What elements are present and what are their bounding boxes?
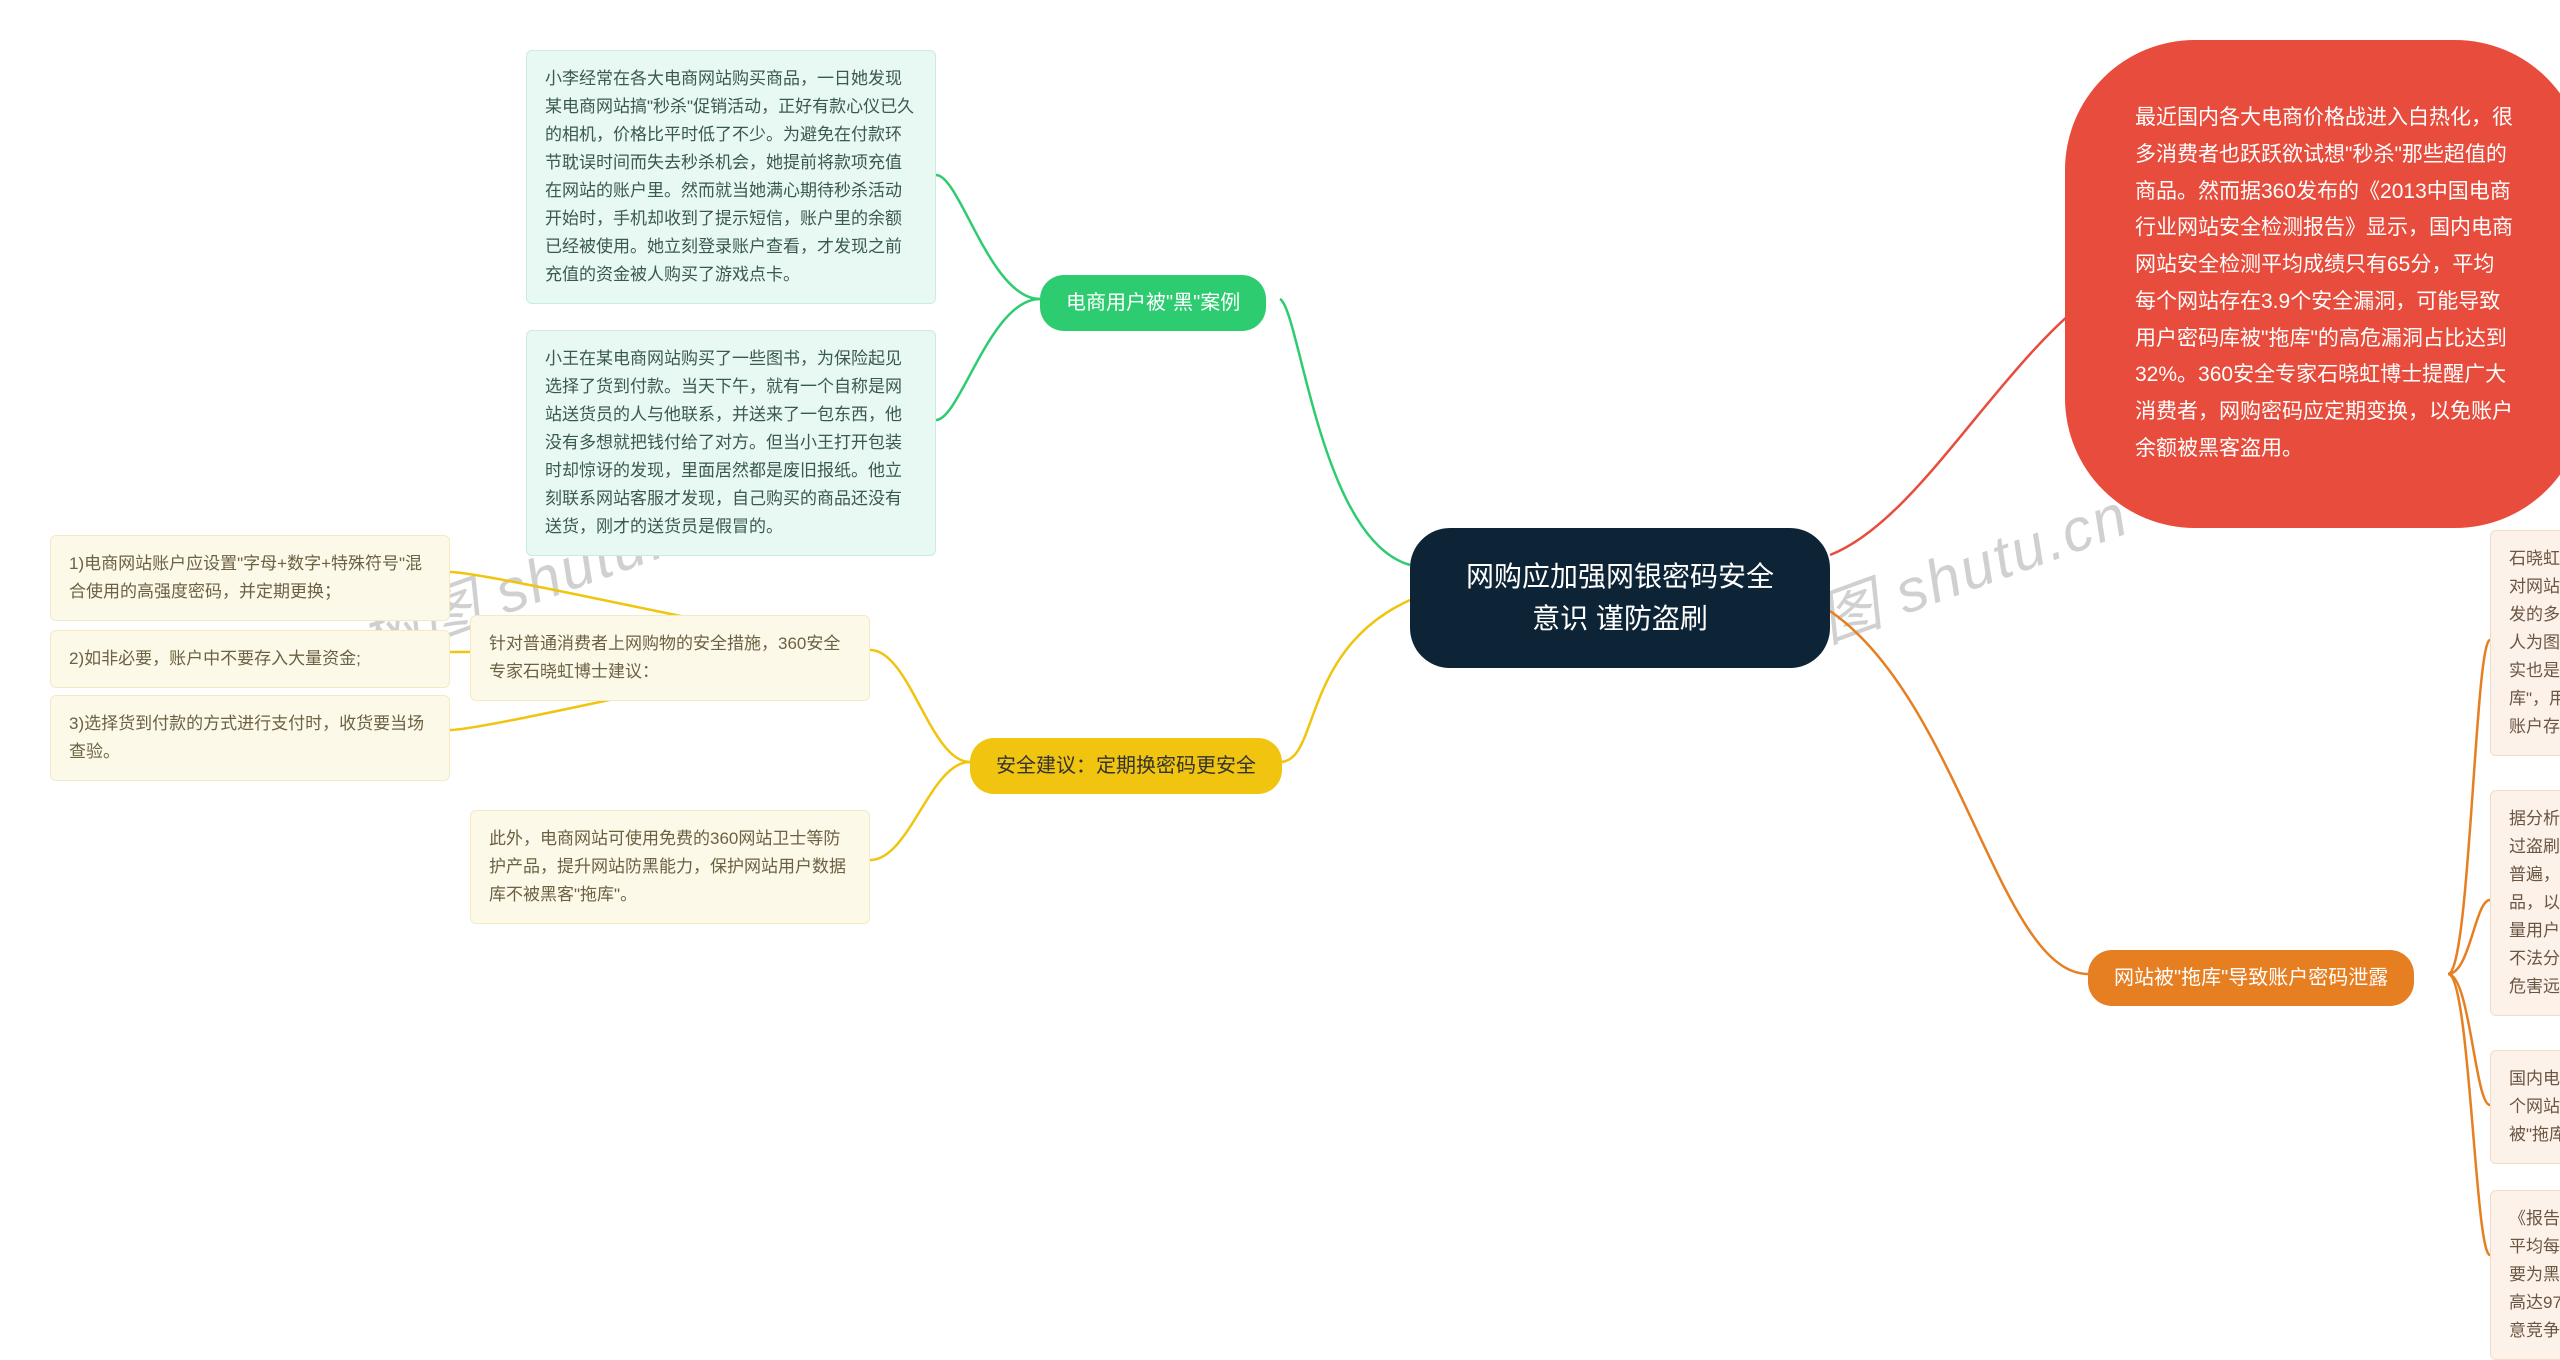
- yellow-leaf-b-text: 此外，电商网站可使用免费的360网站卫士等防护产品，提升网站防黑能力，保护网站用…: [489, 829, 846, 904]
- yellow-leaf-a1[interactable]: 1)电商网站账户应设置"字母+数字+特殊符号"混合使用的高强度密码，并定期更换；: [50, 535, 450, 621]
- green-leaf-1[interactable]: 小李经常在各大电商网站购买商品，一日她发现某电商网站搞"秒杀"促销活动，正好有款…: [526, 50, 936, 304]
- branch-green[interactable]: 电商用户被"黑"案例: [1040, 275, 1266, 331]
- yellow-leaf-b[interactable]: 此外，电商网站可使用免费的360网站卫士等防护产品，提升网站防黑能力，保护网站用…: [470, 810, 870, 924]
- orange-leaf-2[interactable]: 据分析，不法分子对网站"拖库"盗号后，一般会通过盗刷余额或假冒快递的方式牟利。盗…: [2490, 790, 2560, 1016]
- yellow-leaf-a1-text: 1)电商网站账户应设置"字母+数字+特殊符号"混合使用的高强度密码，并定期更换；: [69, 554, 422, 601]
- green-leaf-2[interactable]: 小王在某电商网站购买了一些图书，为保险起见选择了货到付款。当天下午，就有一个自称…: [526, 330, 936, 556]
- orange-leaf-1[interactable]: 石晓虹博士表示，网站存在漏洞被黑客"拖库"，将对网站用户的账户密码构成严重威胁，…: [2490, 530, 2560, 756]
- branch-yellow-label: 安全建议：定期换密码更安全: [996, 755, 1256, 777]
- yellow-leaf-a-text: 针对普通消费者上网购物的安全措施，360安全专家石晓虹博士建议：: [489, 634, 840, 681]
- orange-leaf-1-text: 石晓虹博士表示，网站存在漏洞被黑客"拖库"，将对网站用户的账户密码构成严重威胁，…: [2509, 549, 2560, 736]
- orange-leaf-3-text: 国内电商网站安全检测平均成绩只有65分，平均每个网站存在3.9个安全漏洞，可能导…: [2509, 1069, 2560, 1144]
- intro-node-red[interactable]: 最近国内各大电商价格战进入白热化，很多消费者也跃跃欲试想"秒杀"那些超值的商品。…: [2065, 40, 2560, 528]
- orange-leaf-3[interactable]: 国内电商网站安全检测平均成绩只有65分，平均每个网站存在3.9个安全漏洞，可能导…: [2490, 1050, 2560, 1164]
- root-text: 网购应加强网银密码安全意识 谨防盗刷: [1466, 561, 1774, 634]
- orange-leaf-2-text: 据分析，不法分子对网站"拖库"盗号后，一般会通过盗刷余额或假冒快递的方式牟利。盗…: [2509, 809, 2560, 996]
- orange-leaf-4-text: 《报告》显示，根据360网站卫士防护数据，国内平均每天有24.5个电商网站遭受黑…: [2509, 1209, 2560, 1340]
- green-leaf-2-text: 小王在某电商网站购买了一些图书，为保险起见选择了货到付款。当天下午，就有一个自称…: [545, 349, 902, 536]
- green-leaf-1-text: 小李经常在各大电商网站购买商品，一日她发现某电商网站搞"秒杀"促销活动，正好有款…: [545, 69, 914, 284]
- orange-leaf-4[interactable]: 《报告》显示，根据360网站卫士防护数据，国内平均每天有24.5个电商网站遭受黑…: [2490, 1190, 2560, 1360]
- intro-text: 最近国内各大电商价格战进入白热化，很多消费者也跃跃欲试想"秒杀"那些超值的商品。…: [2135, 106, 2513, 460]
- branch-orange-label: 网站被"拖库"导致账户密码泄露: [2114, 967, 2388, 989]
- root-node[interactable]: 网购应加强网银密码安全意识 谨防盗刷: [1410, 528, 1830, 668]
- yellow-leaf-a3[interactable]: 3)选择货到付款的方式进行支付时，收货要当场查验。: [50, 695, 450, 781]
- branch-green-label: 电商用户被"黑"案例: [1066, 292, 1240, 314]
- branch-orange[interactable]: 网站被"拖库"导致账户密码泄露: [2088, 950, 2414, 1006]
- yellow-leaf-a[interactable]: 针对普通消费者上网购物的安全措施，360安全专家石晓虹博士建议：: [470, 615, 870, 701]
- yellow-leaf-a2[interactable]: 2)如非必要，账户中不要存入大量资金;: [50, 630, 450, 688]
- yellow-leaf-a3-text: 3)选择货到付款的方式进行支付时，收货要当场查验。: [69, 714, 424, 761]
- yellow-leaf-a2-text: 2)如非必要，账户中不要存入大量资金;: [69, 649, 361, 668]
- branch-yellow[interactable]: 安全建议：定期换密码更安全: [970, 738, 1282, 794]
